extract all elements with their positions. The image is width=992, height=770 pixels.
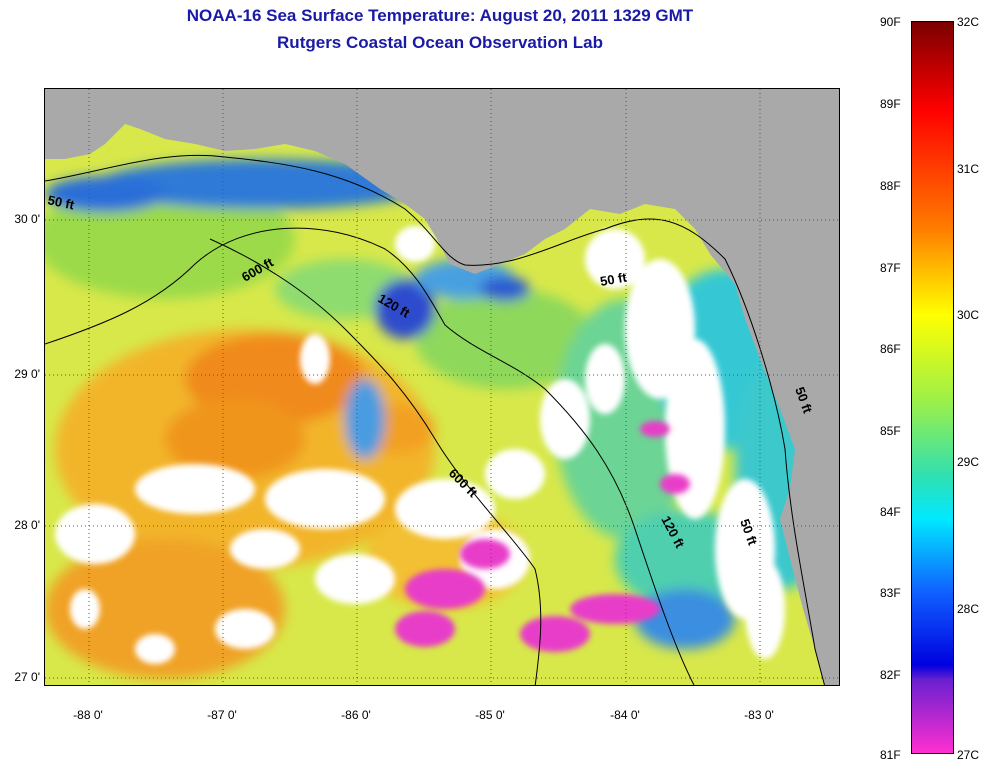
lat-lon-grid <box>45 89 839 685</box>
land-mass <box>45 89 839 685</box>
lat-label: 28 0' <box>14 518 40 532</box>
colorbar-f-label: 82F <box>880 668 901 682</box>
lat-label: 27 0' <box>14 670 40 684</box>
sst-map: 50 ft 600 ft 120 ft 50 ft 600 ft 120 ft … <box>44 88 840 686</box>
colorbar-f-label: 85F <box>880 424 901 438</box>
colorbar-f-label: 81F <box>880 748 901 762</box>
lon-label: -87 0' <box>207 708 237 722</box>
colorbar-f-label: 89F <box>880 97 901 111</box>
temperature-colorbar <box>911 21 954 754</box>
lon-label: -88 0' <box>73 708 103 722</box>
colorbar-f-label: 88F <box>880 179 901 193</box>
contour-label: 50 ft <box>46 192 76 212</box>
colorbar-c-label: 29C <box>957 455 980 469</box>
colorbar-c-label: 32C <box>957 15 980 29</box>
lat-label: 29 0' <box>14 367 40 381</box>
depth-contours <box>45 154 825 685</box>
lat-label: 30 0' <box>14 212 40 226</box>
colorbar-f-label: 86F <box>880 342 901 356</box>
lon-label: -83 0' <box>744 708 774 722</box>
contour-label: 50 ft <box>599 269 629 289</box>
lon-label: -85 0' <box>475 708 505 722</box>
map-subtitle: Rutgers Coastal Ocean Observation Lab <box>277 33 603 52</box>
lon-label: -84 0' <box>610 708 640 722</box>
colorbar-gradient <box>912 22 953 753</box>
colorbar-c-label: 30C <box>957 308 980 322</box>
colorbar-f-label: 84F <box>880 505 901 519</box>
colorbar-f-label: 83F <box>880 586 901 600</box>
sst-map-canvas: 50 ft 600 ft 120 ft 50 ft 600 ft 120 ft … <box>45 89 839 685</box>
colorbar-f-label: 87F <box>880 261 901 275</box>
map-title: NOAA-16 Sea Surface Temperature: August … <box>186 6 694 25</box>
colorbar-c-label: 31C <box>957 162 980 176</box>
colorbar-c-label: 27C <box>957 748 980 762</box>
colorbar-f-label: 90F <box>880 15 901 29</box>
lon-label: -86 0' <box>341 708 371 722</box>
cold-patches <box>395 421 690 652</box>
colorbar-c-label: 28C <box>957 602 980 616</box>
